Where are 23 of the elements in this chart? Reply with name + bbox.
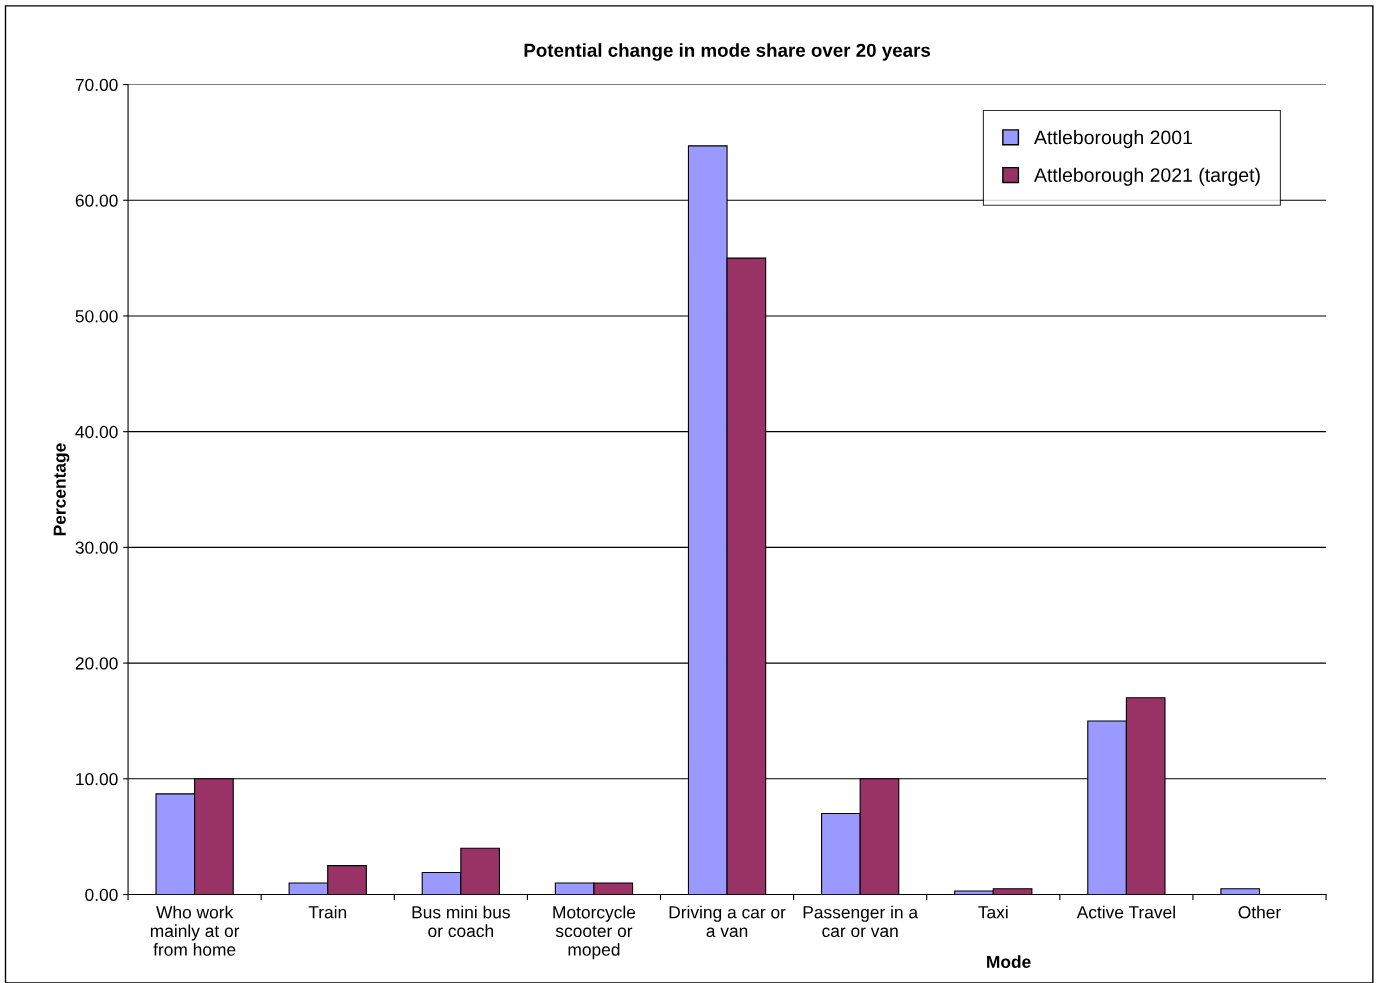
x-tick-label: Active Travel — [1076, 905, 1175, 919]
y-tick-label: 30.00 — [75, 541, 118, 554]
x-axis-title: Mode — [987, 955, 1031, 969]
x-tick-label: Passenger in a car or van — [803, 905, 919, 938]
y-tick-label: 0.00 — [85, 888, 118, 901]
legend-label: Attleborough 2021 (target) — [1034, 167, 1260, 186]
y-tick-label: 60.00 — [75, 194, 118, 207]
chart-title: Potential change in mode share over 20 years — [524, 43, 931, 61]
y-tick-label: 50.00 — [75, 310, 118, 323]
y-tick-label: 40.00 — [75, 425, 118, 439]
y-tick-label: 20.00 — [75, 657, 118, 670]
y-axis-title: Percentage — [53, 443, 70, 536]
legend-label: Attleborough 2001 — [1034, 130, 1192, 149]
x-tick-label: Train — [308, 905, 347, 919]
y-tick-label: 10.00 — [76, 772, 118, 786]
x-tick-label: Other — [1238, 905, 1281, 919]
x-tick-label: Driving a car or a van — [669, 905, 786, 938]
y-tick-label: 70.00 — [75, 78, 118, 91]
x-tick-label: Motorcycle scooter or moped — [553, 905, 636, 960]
x-tick-label: Who work mainly at or from home — [150, 905, 240, 956]
bar — [1220, 888, 1261, 895]
x-tick-label: Bus mini bus or coach — [412, 905, 510, 938]
x-tick-label: Taxi — [978, 905, 1008, 919]
